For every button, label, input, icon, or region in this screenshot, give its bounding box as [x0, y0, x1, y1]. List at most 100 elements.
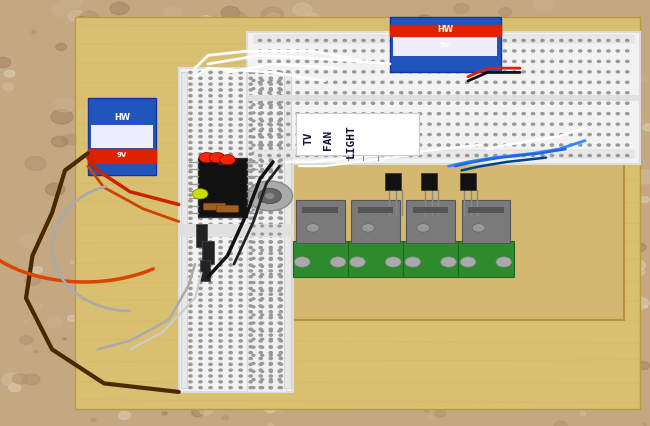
Circle shape	[569, 253, 584, 263]
Circle shape	[249, 118, 252, 120]
Circle shape	[278, 282, 281, 284]
Circle shape	[189, 165, 192, 167]
Circle shape	[209, 106, 212, 109]
Circle shape	[259, 334, 263, 336]
Circle shape	[229, 328, 232, 330]
Circle shape	[277, 102, 280, 104]
Circle shape	[3, 83, 14, 90]
Circle shape	[269, 330, 272, 332]
Circle shape	[333, 112, 337, 115]
Circle shape	[582, 242, 597, 253]
Circle shape	[494, 144, 497, 146]
Circle shape	[465, 50, 469, 52]
Circle shape	[80, 11, 99, 24]
Circle shape	[306, 154, 309, 157]
Circle shape	[385, 50, 394, 56]
Circle shape	[384, 325, 391, 330]
Circle shape	[603, 223, 613, 230]
Circle shape	[278, 136, 281, 138]
Circle shape	[189, 182, 192, 184]
Circle shape	[459, 351, 463, 354]
Circle shape	[352, 39, 356, 41]
Circle shape	[209, 305, 212, 307]
Circle shape	[280, 375, 282, 377]
Circle shape	[219, 106, 222, 109]
Circle shape	[189, 223, 192, 225]
Circle shape	[239, 165, 242, 167]
Circle shape	[324, 144, 328, 146]
Circle shape	[447, 154, 450, 157]
Circle shape	[625, 81, 629, 83]
Circle shape	[249, 264, 252, 266]
Circle shape	[269, 340, 272, 342]
Circle shape	[189, 317, 192, 319]
Circle shape	[461, 361, 464, 363]
Circle shape	[199, 147, 202, 150]
Circle shape	[578, 50, 582, 52]
Circle shape	[261, 354, 264, 356]
Circle shape	[244, 298, 260, 309]
Circle shape	[229, 305, 232, 307]
Bar	[351, 200, 400, 243]
Circle shape	[229, 375, 232, 377]
Circle shape	[390, 154, 393, 157]
Circle shape	[428, 39, 431, 41]
Circle shape	[428, 60, 431, 63]
Circle shape	[400, 92, 403, 94]
Circle shape	[249, 200, 252, 202]
Circle shape	[529, 151, 547, 163]
Circle shape	[484, 144, 488, 146]
Circle shape	[252, 88, 255, 89]
Circle shape	[229, 188, 232, 190]
Circle shape	[371, 154, 374, 157]
Circle shape	[249, 182, 252, 184]
Circle shape	[261, 225, 264, 227]
Circle shape	[199, 153, 215, 163]
Circle shape	[259, 381, 263, 383]
Circle shape	[465, 123, 469, 125]
Circle shape	[259, 124, 263, 126]
Circle shape	[269, 276, 272, 278]
Circle shape	[209, 363, 212, 366]
Circle shape	[513, 92, 516, 94]
Circle shape	[475, 133, 478, 135]
Circle shape	[189, 351, 192, 354]
Bar	[292, 241, 348, 277]
Circle shape	[532, 112, 535, 115]
Circle shape	[503, 92, 506, 94]
Circle shape	[214, 167, 237, 181]
Circle shape	[354, 133, 371, 144]
Circle shape	[328, 252, 333, 256]
Circle shape	[352, 50, 356, 52]
Circle shape	[409, 154, 412, 157]
Circle shape	[83, 305, 92, 311]
Circle shape	[219, 229, 222, 231]
Circle shape	[269, 80, 272, 81]
Circle shape	[239, 83, 242, 85]
Circle shape	[278, 153, 281, 154]
Circle shape	[339, 133, 356, 144]
Circle shape	[209, 357, 212, 360]
Circle shape	[209, 311, 212, 313]
Circle shape	[229, 182, 232, 184]
Circle shape	[447, 81, 450, 83]
Circle shape	[616, 50, 619, 52]
Circle shape	[307, 13, 319, 22]
Circle shape	[261, 322, 264, 324]
Circle shape	[252, 112, 255, 114]
Circle shape	[269, 118, 272, 120]
Circle shape	[189, 170, 192, 173]
Circle shape	[343, 39, 346, 41]
Circle shape	[380, 133, 389, 139]
Circle shape	[261, 346, 264, 348]
Circle shape	[229, 118, 232, 120]
Circle shape	[181, 41, 188, 46]
Circle shape	[343, 71, 346, 73]
Circle shape	[268, 92, 271, 94]
Circle shape	[229, 369, 232, 371]
Circle shape	[269, 95, 272, 97]
Circle shape	[252, 257, 255, 259]
Circle shape	[269, 71, 272, 74]
Circle shape	[393, 348, 408, 358]
Circle shape	[173, 402, 182, 407]
